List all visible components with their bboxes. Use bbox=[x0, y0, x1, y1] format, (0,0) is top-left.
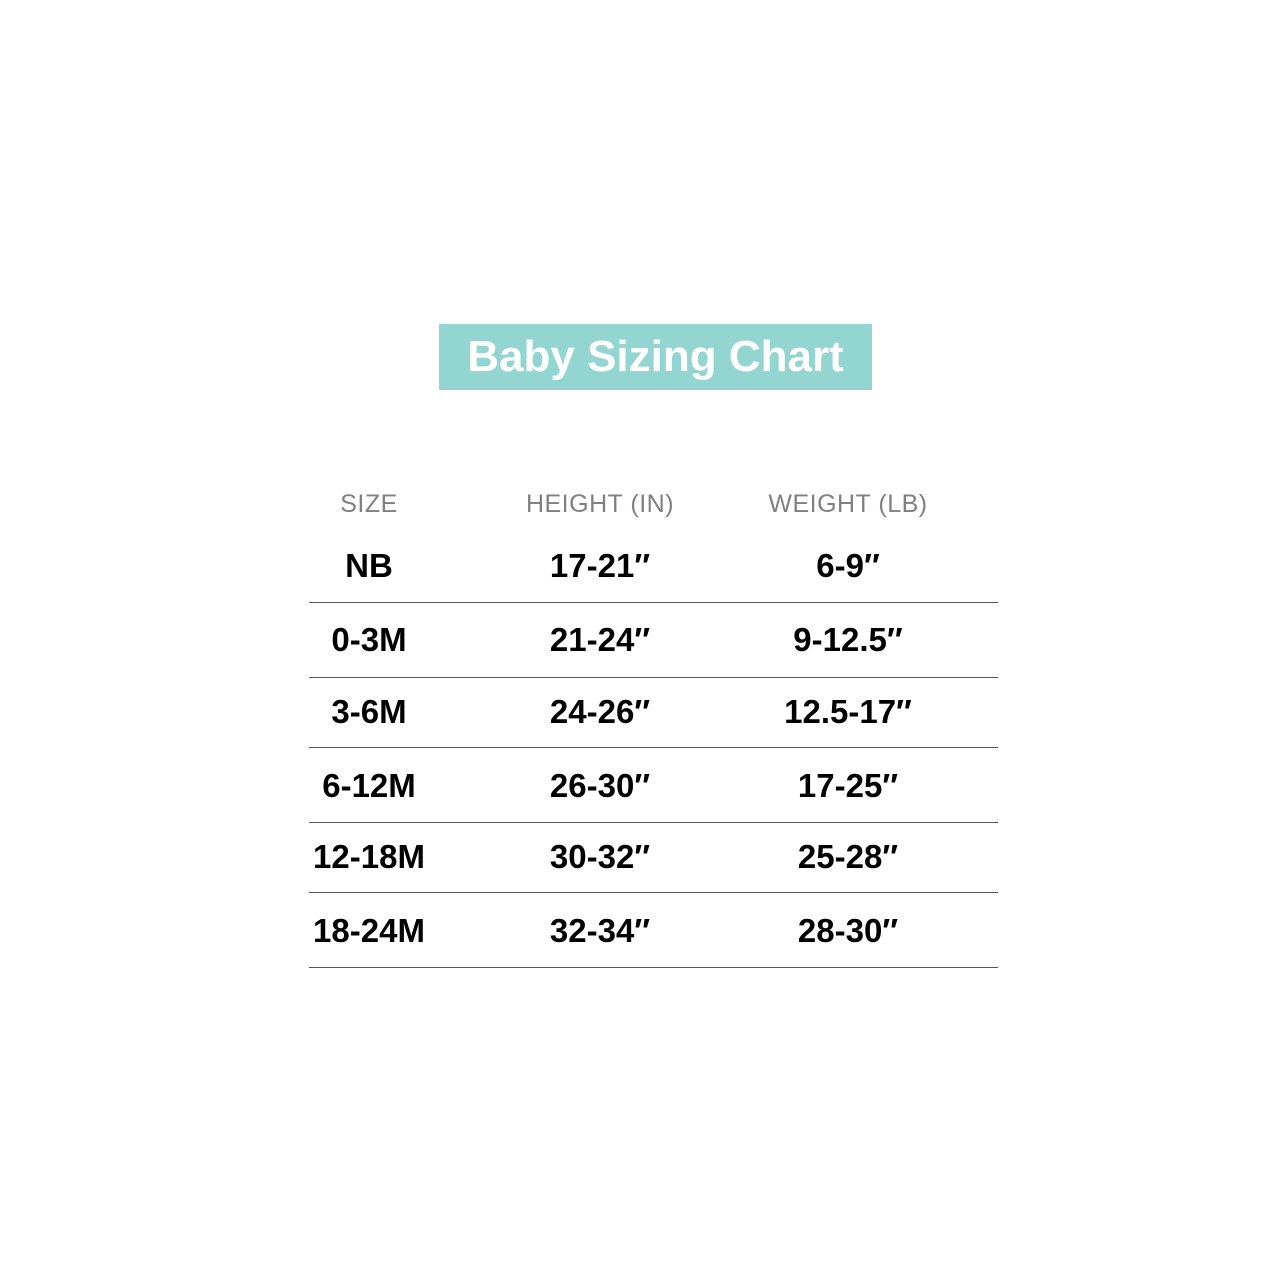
column-header-height: HEIGHT (IN) bbox=[525, 490, 675, 518]
cell-size: 0-3M bbox=[331, 621, 407, 658]
cell-height: 32-34″ bbox=[549, 912, 651, 949]
row-divider bbox=[309, 892, 998, 893]
cell-height: 26-30″ bbox=[549, 767, 651, 804]
row-divider bbox=[309, 747, 998, 748]
cell-height: 21-24″ bbox=[549, 621, 651, 658]
cell-height: 30-32″ bbox=[549, 838, 651, 875]
cell-size: NB bbox=[345, 547, 393, 584]
cell-size: 12-18M bbox=[313, 838, 425, 875]
cell-size: 18-24M bbox=[313, 912, 425, 949]
title-banner: Baby Sizing Chart bbox=[439, 324, 872, 390]
cell-height: 24-26″ bbox=[549, 693, 651, 730]
cell-weight: 17-25″ bbox=[797, 767, 899, 804]
row-divider bbox=[309, 967, 998, 968]
column-header-size: SIZE bbox=[340, 490, 398, 518]
cell-height: 17-21″ bbox=[549, 547, 651, 584]
row-divider bbox=[309, 677, 998, 678]
cell-weight: 9-12.5″ bbox=[793, 621, 903, 658]
cell-weight: 12.5-17″ bbox=[784, 693, 912, 730]
cell-weight: 28-30″ bbox=[797, 912, 899, 949]
cell-weight: 6-9″ bbox=[816, 547, 880, 584]
cell-size: 3-6M bbox=[331, 693, 407, 730]
chart-title: Baby Sizing Chart bbox=[467, 332, 844, 381]
cell-size: 6-12M bbox=[322, 767, 416, 804]
column-header-weight: WEIGHT (LB) bbox=[768, 490, 928, 518]
row-divider bbox=[309, 822, 998, 823]
cell-weight: 25-28″ bbox=[797, 838, 899, 875]
row-divider bbox=[309, 602, 998, 603]
